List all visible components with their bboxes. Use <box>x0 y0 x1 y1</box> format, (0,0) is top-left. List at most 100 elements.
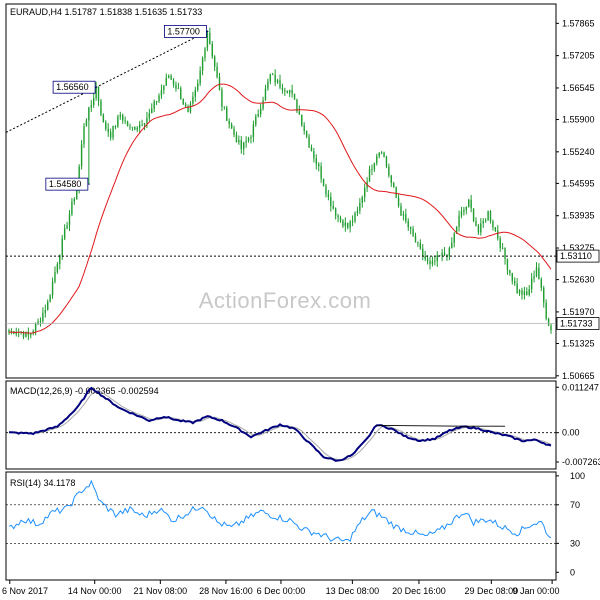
candle-body <box>175 84 177 89</box>
macd-pane-frame <box>5 380 557 470</box>
candle-body <box>153 101 155 109</box>
price-tick-label: 1.55240 <box>562 147 595 157</box>
candle-body <box>497 230 499 239</box>
candle-body <box>42 312 44 322</box>
x-tick-label: 6 Nov 2017 <box>2 586 48 596</box>
candle-body <box>516 283 518 293</box>
candle-body <box>509 270 511 274</box>
title-close: 1.51733 <box>170 7 203 17</box>
candle-body <box>59 255 61 265</box>
candle-body <box>206 32 209 49</box>
candle-body <box>325 185 327 195</box>
candle-body <box>204 48 206 58</box>
candle-body <box>514 281 516 284</box>
candle-body <box>419 243 422 249</box>
candle-body <box>330 196 332 206</box>
candle-body <box>109 132 112 138</box>
candle-body <box>291 89 293 94</box>
candle-body <box>189 103 192 112</box>
macd-tick-label: -0.007263 <box>562 457 600 467</box>
candle-body <box>395 187 397 198</box>
candle-body <box>484 220 487 222</box>
candle-body <box>119 114 122 117</box>
candle-body <box>172 79 175 85</box>
candle-body <box>122 114 124 121</box>
candle-body <box>441 252 443 256</box>
level-box <box>556 249 600 263</box>
candle-body <box>80 144 83 167</box>
macd-title: MACD(12,26,9) -0.003365 -0.002594 <box>10 386 159 396</box>
price-tick-label: 1.54595 <box>562 178 595 188</box>
candle-body <box>230 124 233 129</box>
candle-body <box>32 330 34 334</box>
candle-body <box>71 201 73 215</box>
candle-body <box>56 264 59 272</box>
candle-body <box>351 221 354 222</box>
rsi-tick-label: 0 <box>570 567 575 577</box>
price-tick-label: 1.52630 <box>562 275 595 285</box>
candle-body <box>30 333 32 336</box>
candle-body <box>487 211 489 221</box>
candle-body <box>371 169 373 170</box>
candle-body <box>85 120 88 127</box>
candle-body <box>521 290 523 295</box>
candle-body <box>47 301 49 311</box>
candle-body <box>105 122 107 129</box>
candle-body <box>301 114 303 126</box>
candle-body <box>550 325 552 331</box>
candle-body <box>76 188 78 200</box>
candle-body <box>88 107 90 121</box>
candle-body <box>475 220 477 226</box>
candle-body <box>160 90 163 96</box>
candle-body <box>279 80 281 88</box>
candle-body <box>318 163 320 167</box>
candle-body <box>538 267 540 280</box>
candle-body <box>499 238 501 249</box>
candle-body <box>315 158 317 164</box>
macd-trendline <box>376 425 464 427</box>
candle-body <box>78 166 80 189</box>
candle-body <box>112 125 114 138</box>
candle-body <box>468 199 470 207</box>
candle-body <box>528 289 530 295</box>
rsi-title: RSI(14) 34.1178 <box>10 478 75 488</box>
candle-body <box>378 152 380 157</box>
candle-body <box>354 212 356 222</box>
candle-body <box>511 273 513 282</box>
price-tick-label: 1.55900 <box>562 115 595 125</box>
candle-body <box>293 93 296 100</box>
x-tick-label: 13 Dec 08:00 <box>326 586 380 596</box>
price-tick-label: 1.51325 <box>562 338 595 348</box>
candle-body <box>66 225 68 229</box>
candle-body <box>226 107 228 121</box>
candle-body <box>296 99 298 112</box>
candle-body <box>545 302 547 319</box>
candle-body <box>117 116 119 127</box>
candle-body <box>409 227 412 229</box>
candle-body <box>228 120 230 125</box>
candle-body <box>245 140 247 143</box>
candle-body <box>286 90 288 93</box>
macd-tick-label: 0.011247 <box>562 382 599 392</box>
candle-body <box>177 88 180 90</box>
candle-body <box>363 187 366 198</box>
candle-body <box>209 32 211 44</box>
candle-body <box>504 248 506 259</box>
candle-body <box>284 90 286 91</box>
price-tick-label: 1.57205 <box>562 51 595 61</box>
candle-body <box>380 152 383 154</box>
candle-body <box>288 89 291 93</box>
title-open: 1.51787 <box>65 7 100 17</box>
candle-body <box>22 332 25 337</box>
candle-body <box>492 221 494 228</box>
title-high: 1.51838 <box>100 7 135 17</box>
price-tick-label: 1.53935 <box>562 211 595 221</box>
candle-body <box>385 156 388 167</box>
x-tick-label: 9 Jan 00:00 <box>512 586 559 596</box>
candle-body <box>54 271 56 282</box>
candle-body <box>138 124 141 128</box>
candle-body <box>197 83 199 90</box>
candle-body <box>25 331 27 337</box>
candle-body <box>281 87 284 91</box>
